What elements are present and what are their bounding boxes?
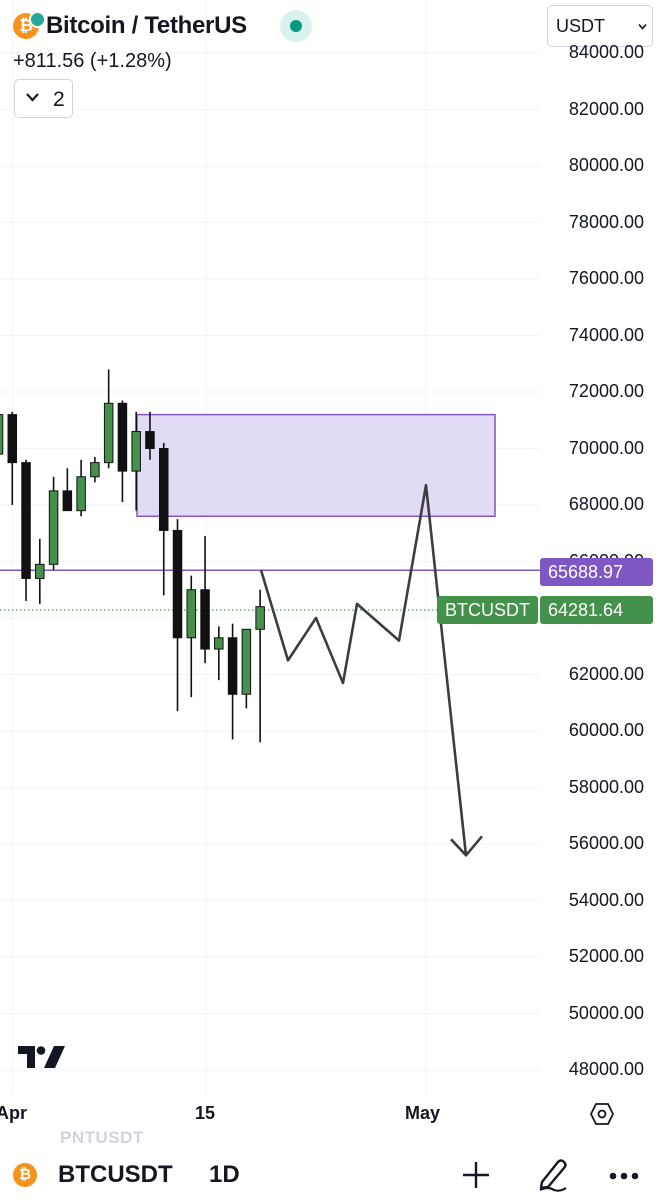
candle-body <box>255 606 265 630</box>
candle <box>48 476 59 570</box>
plus-icon[interactable] <box>461 1160 491 1190</box>
projection-path[interactable] <box>259 483 468 856</box>
candle <box>103 369 114 469</box>
currency-select[interactable]: USDT <box>547 5 653 47</box>
candle <box>241 628 252 709</box>
status-dot-icon[interactable] <box>280 10 312 42</box>
chevron-down-icon <box>26 93 39 102</box>
price-tick: 80000.00 <box>568 155 644 175</box>
tradingview-logo-icon[interactable] <box>18 1046 66 1070</box>
ghost-symbol-label: PNTUSDT <box>60 1128 144 1147</box>
candle-body <box>117 402 128 472</box>
price-tick: 52000.00 <box>568 946 644 966</box>
candle-body <box>7 414 18 464</box>
price-tick: 60000.00 <box>568 720 644 740</box>
candle <box>62 468 73 512</box>
candle <box>172 519 183 712</box>
price-tick: 68000.00 <box>568 494 644 514</box>
candle <box>227 623 238 740</box>
coin-badge-icon <box>29 11 46 28</box>
price-tick: 50000.00 <box>568 1002 644 1023</box>
price-tick: 84000.00 <box>568 42 644 62</box>
candle-body <box>76 476 86 512</box>
candle-body <box>158 448 169 531</box>
candle <box>145 411 155 460</box>
candle-body <box>90 462 100 478</box>
candle-body <box>145 431 155 449</box>
projection-arrowhead <box>450 835 483 857</box>
candle <box>214 626 224 681</box>
price-tick: 78000.00 <box>568 211 644 232</box>
candles <box>0 369 265 743</box>
candle-body <box>241 628 252 695</box>
candle <box>117 400 128 503</box>
symbol-title[interactable]: Bitcoin / TetherUS <box>46 12 247 39</box>
candle <box>255 589 265 743</box>
indicator-count: 2 <box>53 88 65 111</box>
resistance-zone[interactable] <box>136 413 496 518</box>
candle <box>200 536 210 664</box>
candle <box>35 538 45 604</box>
price-tick: 70000.00 <box>568 437 644 458</box>
candle <box>21 459 31 602</box>
price-tick: 54000.00 <box>568 889 644 910</box>
candle-body <box>21 462 31 579</box>
bitcoin-icon: ₿ <box>13 1163 37 1187</box>
pencil-icon[interactable] <box>534 1156 570 1192</box>
candle-body <box>172 529 183 639</box>
price-tick: 62000.00 <box>568 663 644 684</box>
chevron-down-icon <box>638 23 647 30</box>
line-price-tag[interactable]: 65688.97 <box>540 558 653 586</box>
price-tick: 82000.00 <box>568 98 644 119</box>
price-change: +811.56 (+1.28%) <box>13 50 172 72</box>
candle-body <box>0 414 4 455</box>
currency-value: USDT <box>556 16 605 36</box>
candle-body <box>62 490 73 512</box>
price-tick: 58000.00 <box>568 776 644 797</box>
candle-body <box>200 589 210 650</box>
candle <box>90 456 100 483</box>
settings-hexagon-icon[interactable] <box>590 1102 614 1126</box>
time-tick-apr: Apr <box>0 1103 27 1123</box>
candle-body <box>48 490 59 565</box>
price-tick: 56000.00 <box>568 833 644 853</box>
indicators-toggle-button[interactable]: 2 <box>14 79 73 118</box>
candle-body <box>103 402 114 464</box>
bottom-toolbar <box>0 1150 661 1200</box>
candle-body <box>186 589 197 639</box>
candle <box>0 414 4 455</box>
candle-body <box>227 637 238 695</box>
candle <box>186 575 197 698</box>
price-tick: 74000.00 <box>568 324 644 345</box>
symbol-button[interactable]: BTCUSDT <box>58 1161 173 1188</box>
candle-body <box>131 431 141 472</box>
symbol-price-tag: BTCUSDT <box>437 596 538 624</box>
price-tick: 76000.00 <box>568 268 644 288</box>
time-tick-15: 15 <box>195 1103 216 1123</box>
last-price-tag: 64281.64 <box>540 596 653 624</box>
price-tick: 48000.00 <box>568 1059 644 1079</box>
candle <box>131 411 141 511</box>
candle-body <box>35 563 45 579</box>
time-tick-may: May <box>405 1103 441 1123</box>
interval-button[interactable]: 1D <box>209 1161 240 1188</box>
candle <box>7 411 18 505</box>
candle <box>76 459 86 517</box>
candle-body <box>214 637 224 650</box>
more-dots-icon[interactable] <box>609 1171 639 1181</box>
price-tick: 72000.00 <box>568 381 644 401</box>
chart-grid <box>0 0 540 1095</box>
candle <box>158 442 169 596</box>
